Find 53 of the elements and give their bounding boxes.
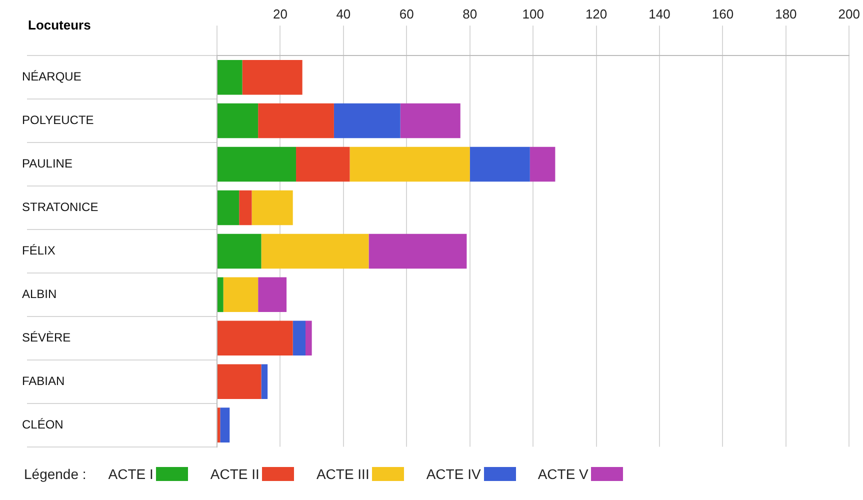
bar — [218, 277, 224, 312]
legend-label: ACTE V — [538, 466, 588, 482]
x-tick-label: 180 — [775, 6, 797, 22]
y-tick-label: SÉVÈRE — [22, 330, 71, 344]
bar — [261, 234, 369, 269]
legend-label: ACTE III — [316, 466, 370, 482]
legend-label: ACTE I — [108, 466, 154, 482]
bar — [218, 146, 296, 182]
bar — [218, 103, 258, 138]
bar — [218, 234, 262, 269]
bar — [368, 234, 467, 269]
bar — [218, 364, 262, 399]
bar — [530, 146, 556, 182]
bar — [350, 146, 470, 182]
bar — [218, 60, 242, 95]
bar — [292, 320, 306, 356]
bar — [258, 277, 287, 312]
y-axis-title: Locuteurs — [28, 18, 91, 33]
y-tick-label: STRATONICE — [22, 200, 98, 214]
x-tick-label: 100 — [522, 6, 544, 22]
bar — [334, 103, 400, 138]
bar — [242, 60, 302, 95]
bar — [306, 320, 312, 356]
bar — [218, 408, 220, 442]
legend-label: ACTE IV — [426, 466, 481, 482]
x-tick-label: 200 — [838, 6, 860, 22]
bar — [296, 146, 350, 182]
y-tick-label: NÉARQUE — [22, 70, 82, 84]
bar — [470, 146, 530, 182]
y-tick-label: FÉLIX — [22, 244, 56, 258]
y-tick-label: CLÉON — [22, 417, 64, 432]
bar — [258, 103, 334, 138]
y-tick-label: FABIAN — [22, 374, 65, 388]
bar — [252, 190, 293, 226]
bar — [218, 320, 293, 356]
legend-title: Légende : — [24, 466, 86, 482]
bar — [218, 190, 240, 226]
y-tick-label: ALBIN — [22, 286, 57, 301]
y-tick-label: POLYEUCTE — [22, 113, 94, 128]
bar — [261, 364, 268, 399]
x-tick-label: 20 — [272, 6, 288, 22]
x-tick-label: 140 — [648, 6, 670, 22]
x-tick-label: 80 — [462, 6, 478, 22]
y-tick-label: PAULINE — [22, 156, 72, 171]
legend-label: ACTE II — [210, 466, 260, 482]
bar — [223, 277, 258, 312]
bar — [400, 103, 460, 138]
x-tick-label: 160 — [712, 6, 734, 22]
bar — [220, 408, 230, 442]
x-tick-label: 60 — [399, 6, 414, 22]
bar — [239, 190, 252, 226]
x-tick-label: 40 — [336, 6, 351, 22]
x-tick-label: 120 — [585, 6, 608, 22]
